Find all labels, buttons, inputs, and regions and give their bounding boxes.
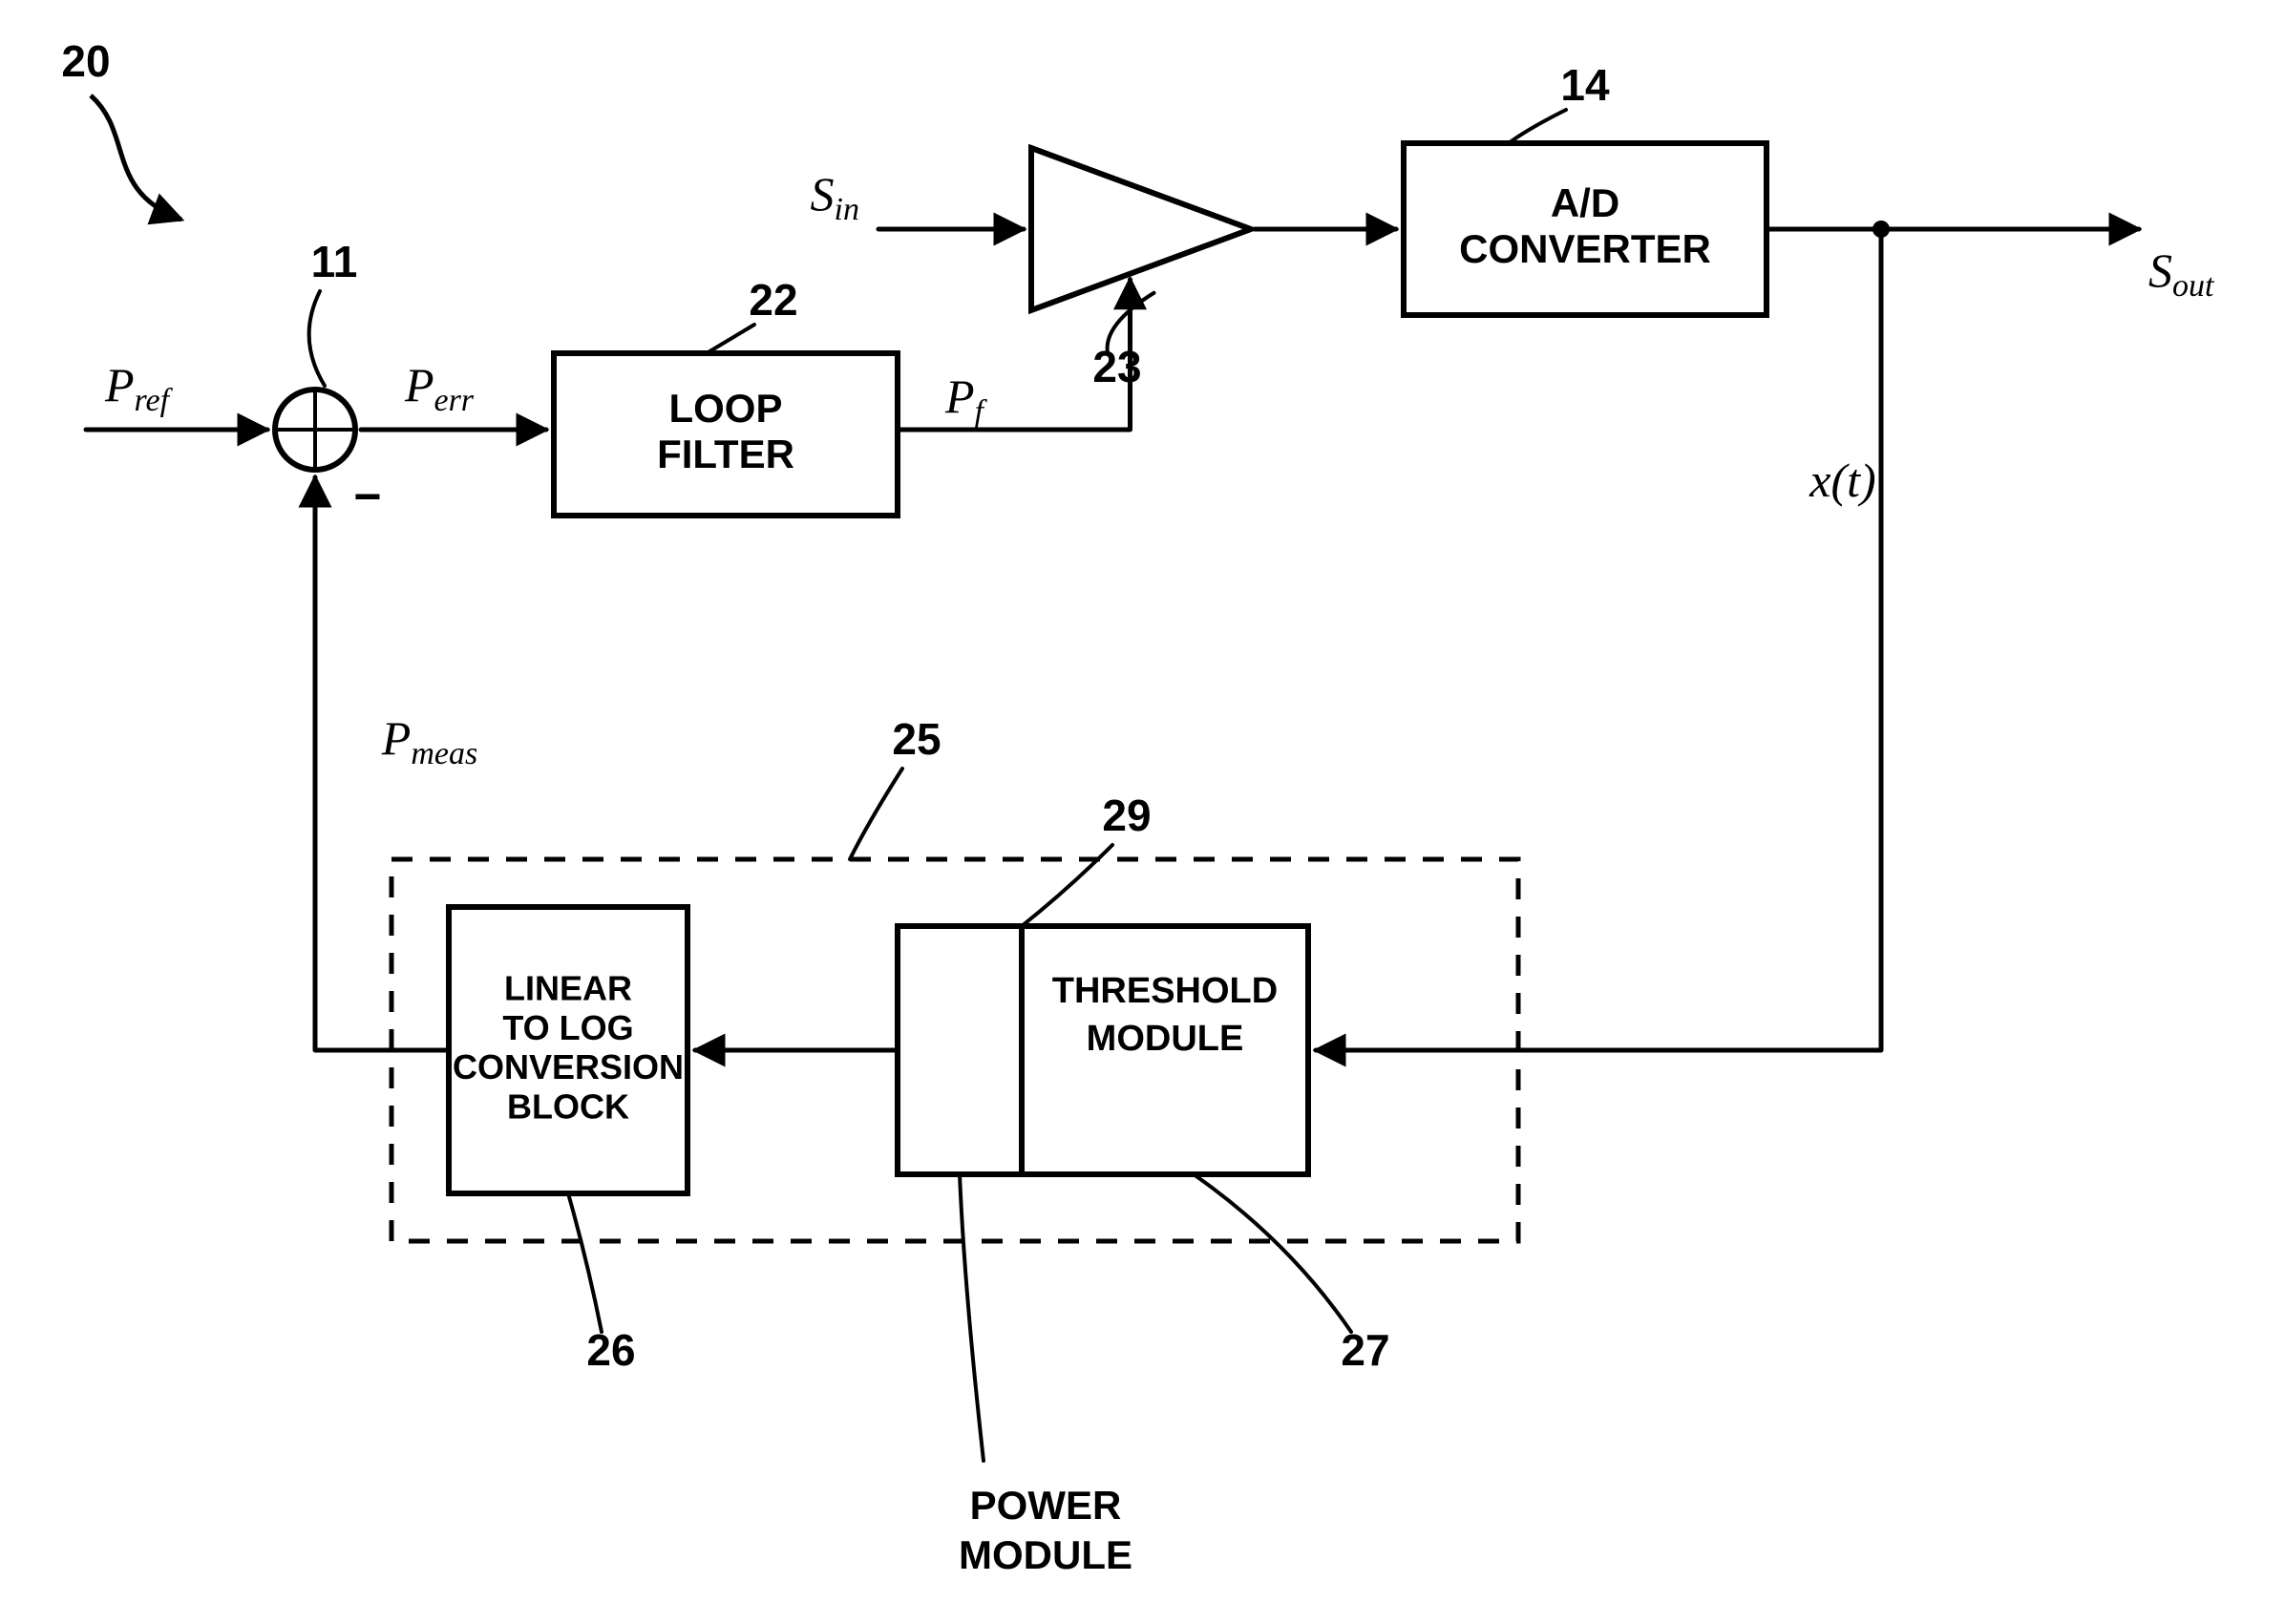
- svg-text:MODULE: MODULE: [1087, 1019, 1244, 1059]
- svg-text:Perr: Perr: [404, 358, 475, 418]
- svg-text:Pref: Pref: [104, 358, 174, 418]
- ref-r26: 26: [586, 1325, 635, 1375]
- svg-text:CONVERSION: CONVERSION: [453, 1047, 684, 1086]
- svg-text:THRESHOLD: THRESHOLD: [1052, 971, 1278, 1011]
- svg-text:A/D: A/D: [1551, 180, 1619, 225]
- label-xt: x(t): [1809, 453, 1875, 507]
- svg-text:Sout: Sout: [2148, 243, 2215, 304]
- ref-r14: 14: [1560, 60, 1610, 110]
- svg-text:TO LOG: TO LOG: [502, 1008, 633, 1047]
- ref-r11: 11: [311, 237, 358, 286]
- svg-text:Sin: Sin: [811, 167, 859, 227]
- ref-r27: 27: [1341, 1325, 1389, 1375]
- ref-r23: 23: [1092, 342, 1141, 391]
- svg-text:POWER: POWER: [970, 1483, 1122, 1528]
- svg-text:Pmeas: Pmeas: [381, 711, 477, 771]
- svg-text:CONVERTER: CONVERTER: [1459, 226, 1711, 271]
- amplifier: [1031, 148, 1251, 310]
- svg-text:BLOCK: BLOCK: [507, 1087, 629, 1127]
- svg-text:LINEAR: LINEAR: [504, 968, 632, 1007]
- ref-r25: 25: [892, 714, 941, 764]
- svg-text:FILTER: FILTER: [657, 432, 794, 476]
- svg-text:MODULE: MODULE: [959, 1532, 1132, 1577]
- svg-text:LOOP: LOOP: [668, 386, 782, 431]
- leader-20: [91, 95, 181, 220]
- ref-r22: 22: [749, 275, 797, 325]
- ref-r20: 20: [61, 36, 110, 86]
- ref-r29: 29: [1102, 791, 1151, 840]
- minus-sign: −: [353, 470, 381, 523]
- svg-text:Pf: Pf: [944, 369, 988, 430]
